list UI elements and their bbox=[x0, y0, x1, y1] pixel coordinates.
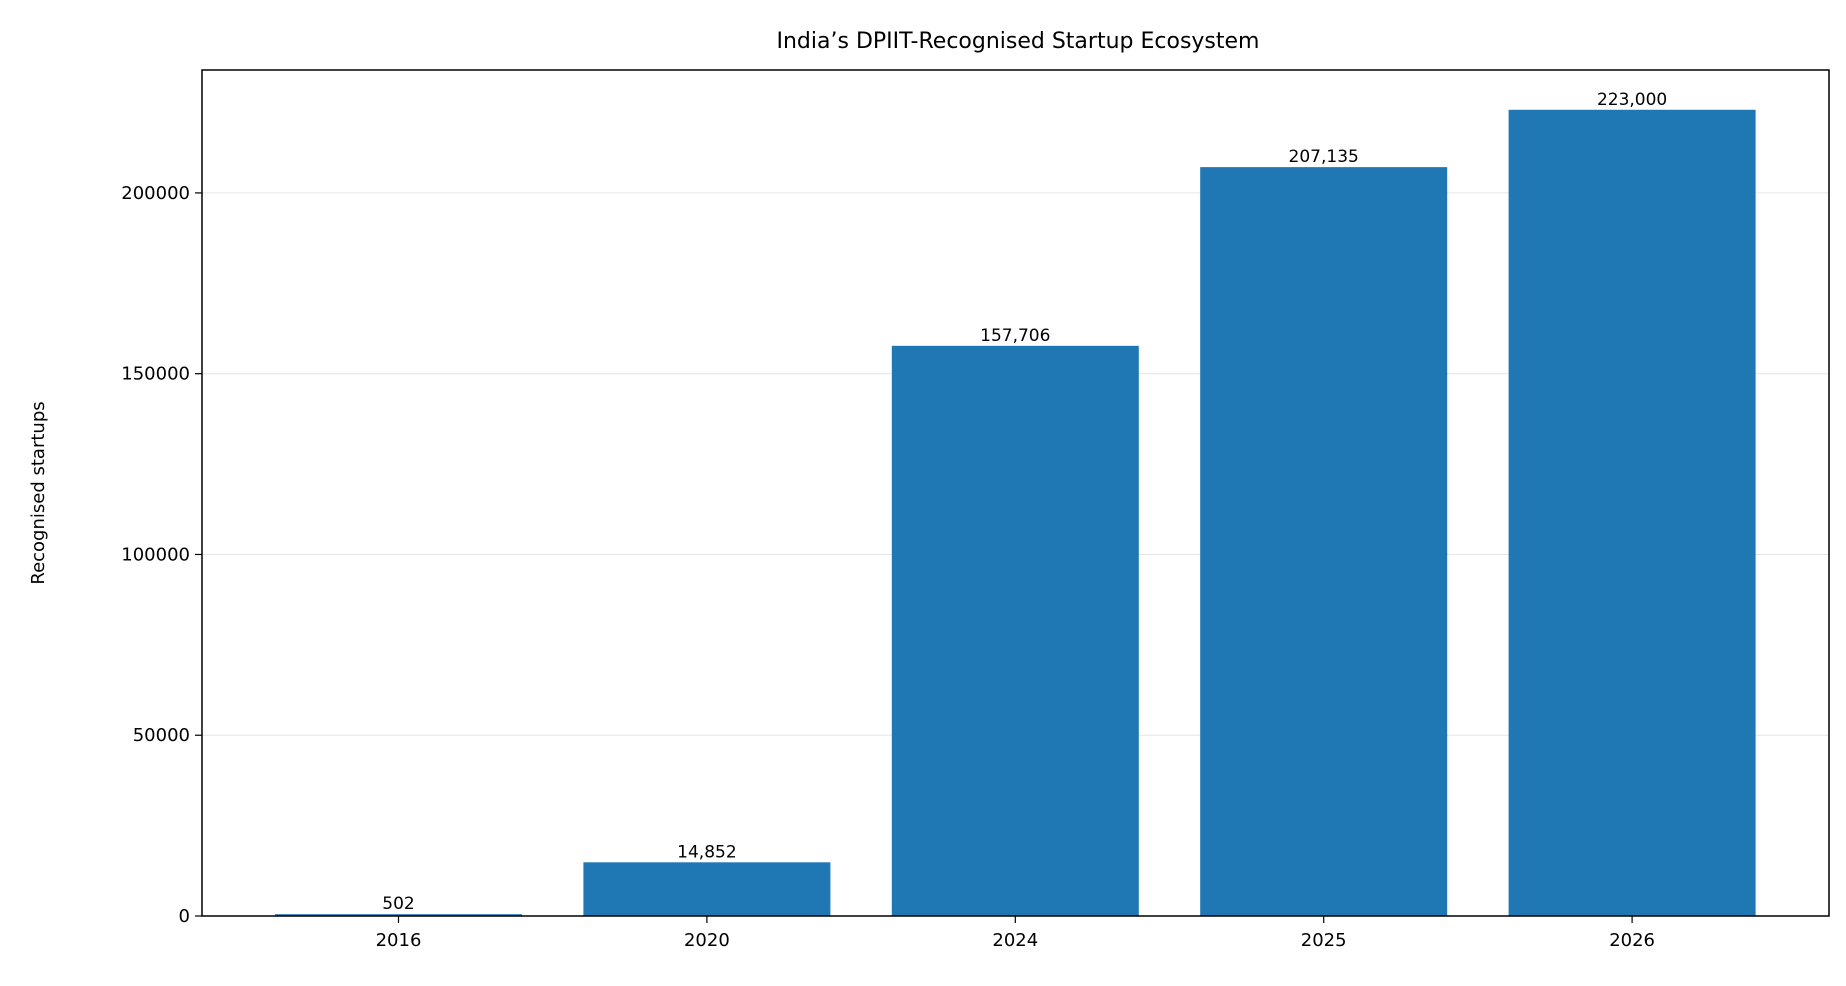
data-label-2016: 502 bbox=[382, 894, 414, 914]
y-tick-label: 150000 bbox=[121, 364, 190, 385]
x-tick-label-2020: 2020 bbox=[684, 930, 730, 951]
data-label-2026: 223,000 bbox=[1597, 90, 1667, 110]
bar-2025 bbox=[1200, 167, 1448, 916]
y-tick-label: 50000 bbox=[133, 725, 190, 746]
x-tick-label-2016: 2016 bbox=[376, 930, 422, 951]
bar-2024 bbox=[891, 345, 1139, 916]
y-axis-ticks: 0 50000 100000 150000 200000 bbox=[121, 183, 202, 927]
data-label-2020: 14,852 bbox=[677, 842, 736, 862]
data-label-2025: 207,135 bbox=[1289, 147, 1359, 167]
chart-title: India’s DPIIT-Recognised Startup Ecosyst… bbox=[777, 29, 1260, 54]
y-axis-label: Recognised startups bbox=[28, 401, 49, 584]
x-tick-label-2026: 2026 bbox=[1609, 930, 1655, 951]
x-tick-label-2024: 2024 bbox=[992, 930, 1038, 951]
y-tick-label: 100000 bbox=[121, 544, 190, 565]
x-axis-ticks: 2016 2020 2024 2025 2026 bbox=[376, 916, 1655, 951]
x-tick-label-2025: 2025 bbox=[1301, 930, 1347, 951]
bars bbox=[275, 109, 1756, 917]
bar-2026 bbox=[1508, 109, 1756, 917]
y-tick-label: 200000 bbox=[121, 183, 190, 204]
data-label-2024: 157,706 bbox=[980, 326, 1050, 346]
bar-2020 bbox=[583, 862, 831, 916]
data-labels: 502 14,852 157,706 207,135 223,000 bbox=[382, 90, 1667, 914]
y-tick-label: 0 bbox=[179, 906, 190, 927]
bar-2016 bbox=[275, 914, 522, 916]
